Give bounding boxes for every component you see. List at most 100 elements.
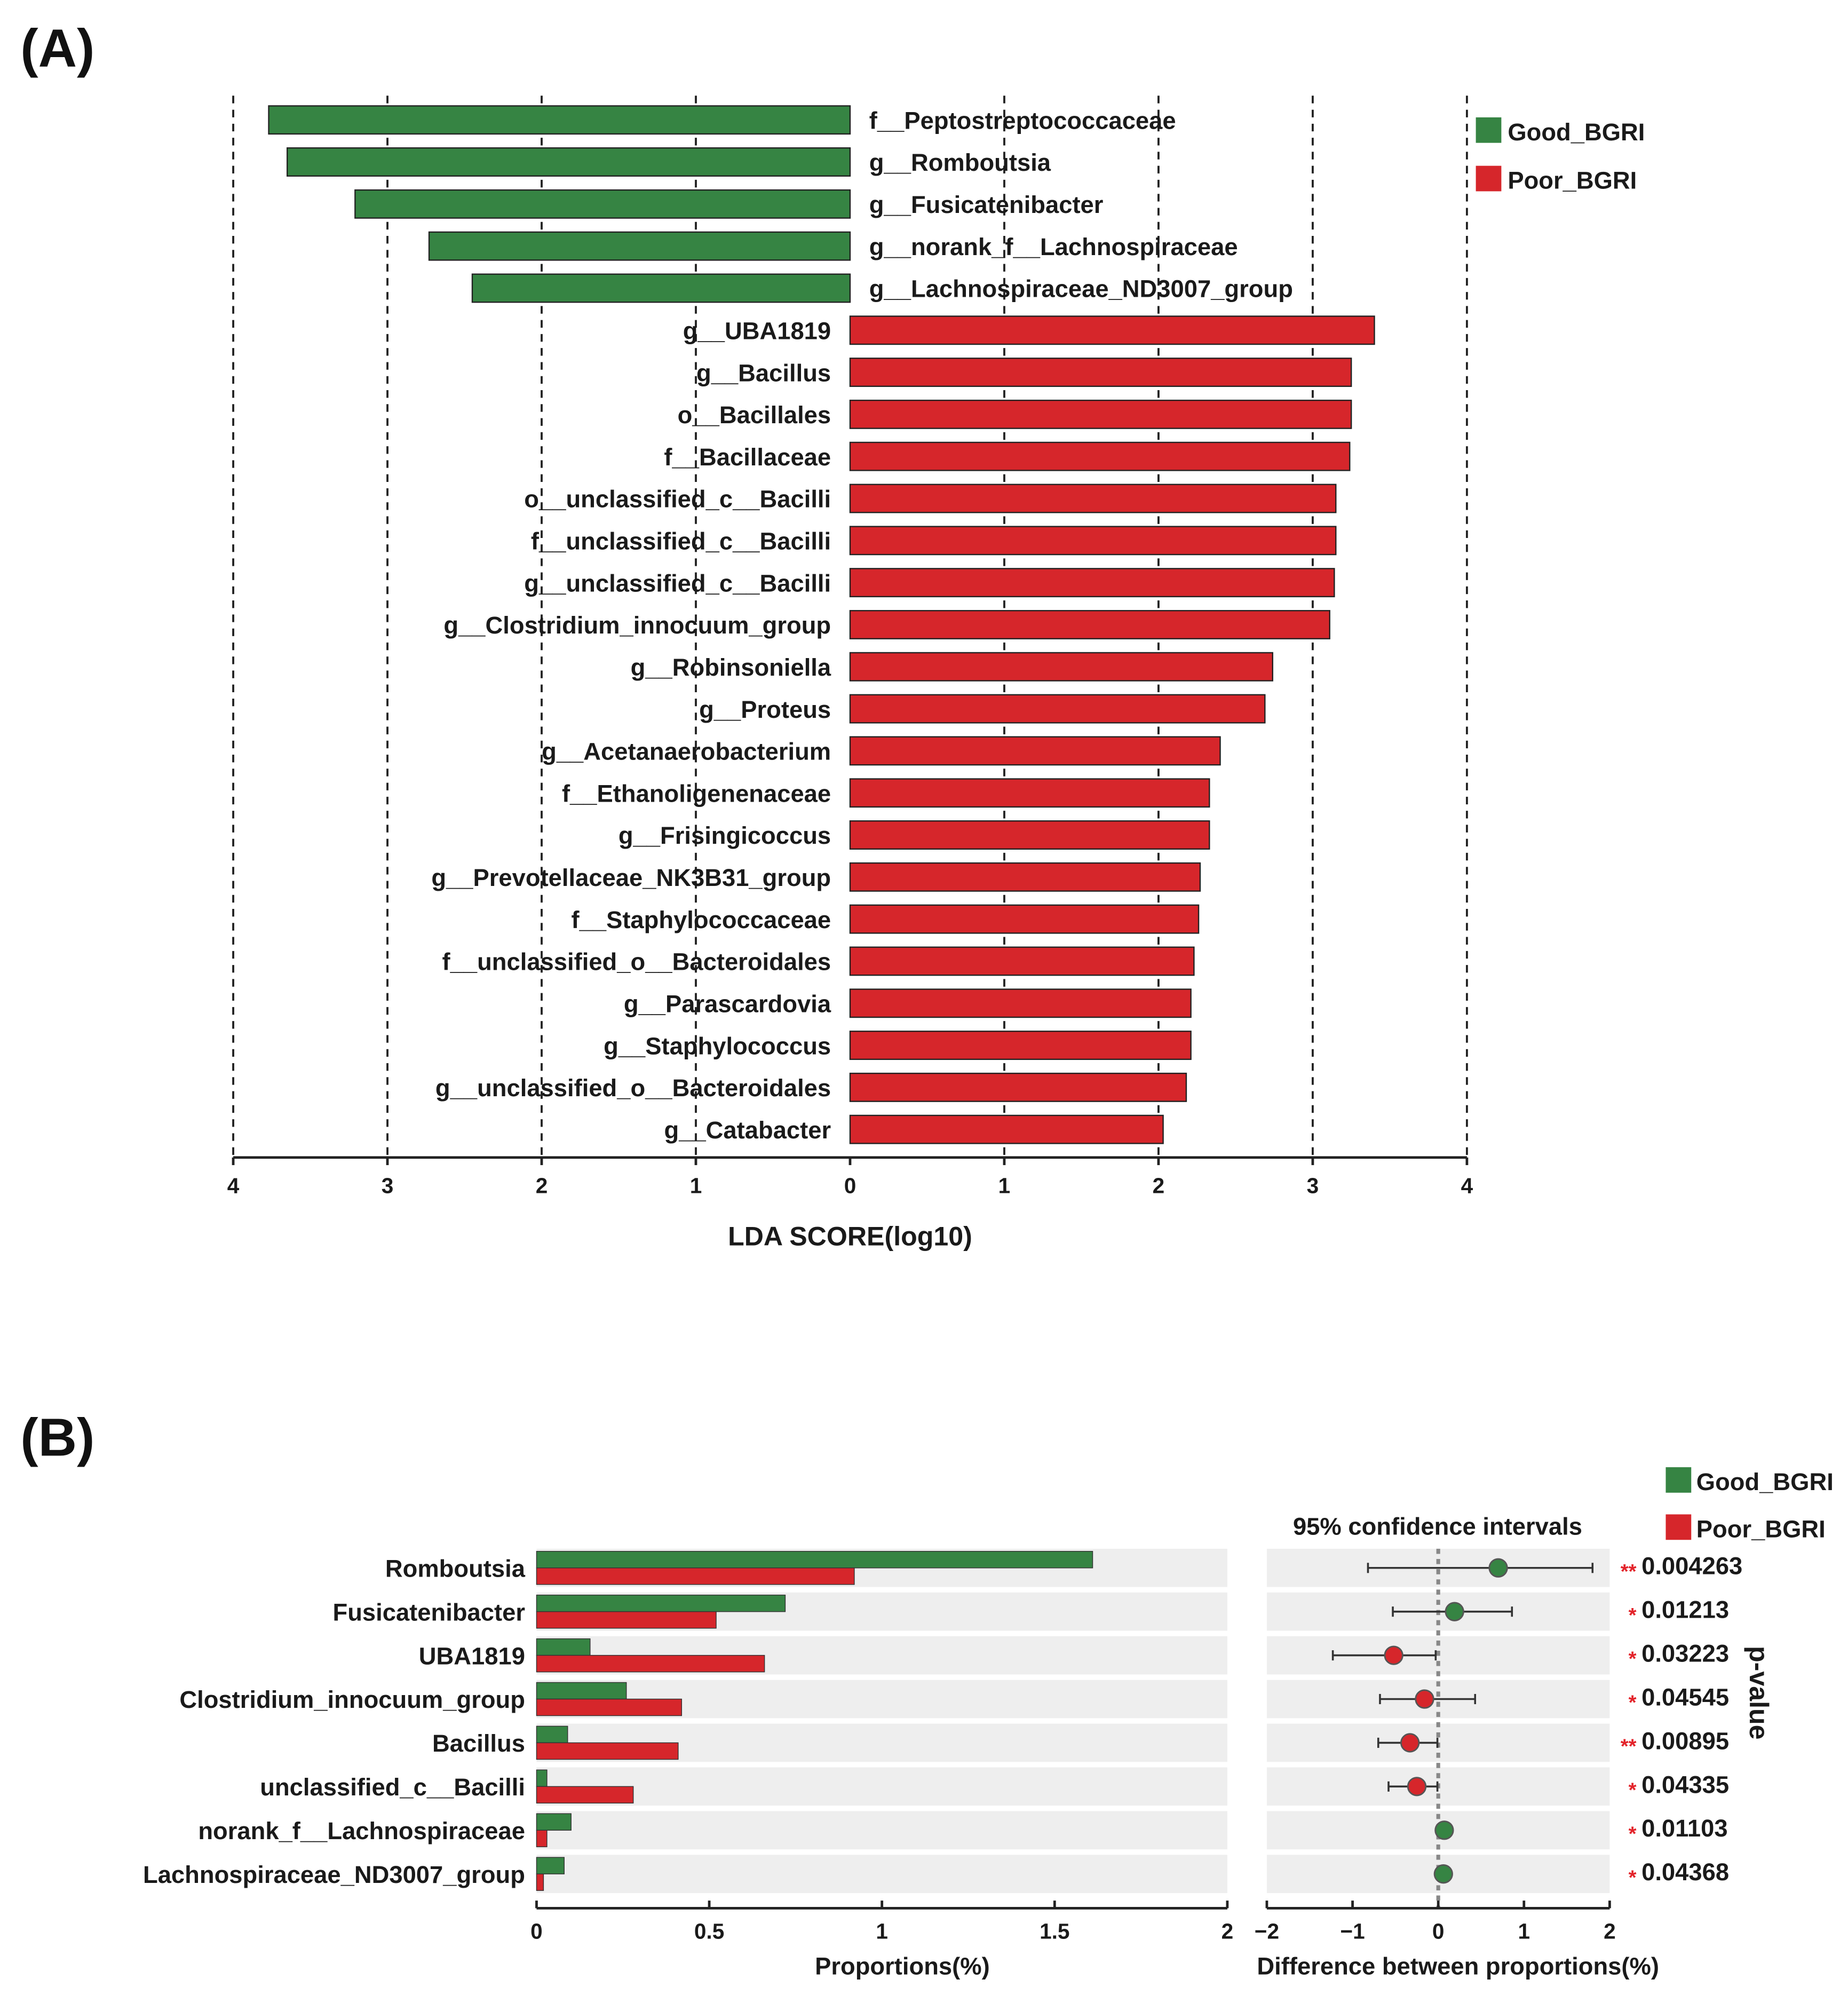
effect-point (1384, 1645, 1403, 1665)
category-label: Fusicatenibacter (332, 1598, 525, 1626)
poor-bar (536, 1654, 765, 1673)
lda-bar (849, 568, 1335, 598)
legend-label-good: Good_BGRI (1696, 1468, 1834, 1495)
proportions-chart: Romboutsia Fusicatenibacter UBA1819 Clostri… (143, 1548, 1234, 1980)
taxon-label: g__Bacillus (696, 359, 831, 386)
lda-bar (849, 988, 1192, 1018)
taxon-label: g__unclassified_o__Bacteroidales (435, 1074, 831, 1102)
x-axis-title: LDA SCORE(log10) (728, 1222, 972, 1252)
effect-point (1407, 1777, 1427, 1796)
effect-point (1488, 1558, 1508, 1578)
lda-bar (849, 1072, 1187, 1102)
lda-bar (849, 358, 1352, 387)
taxon-label: g__UBA1819 (683, 317, 831, 344)
p-value: 0.03223 (1641, 1640, 1729, 1667)
legend-label-poor: Poor_BGRI (1508, 167, 1637, 194)
category-label: Bacillus (432, 1730, 525, 1757)
x-tick-label: 2 (1153, 1174, 1165, 1198)
legend-swatch-poor (1665, 1514, 1692, 1540)
x-tick-label: 4 (1461, 1174, 1473, 1198)
lda-chart: f__Peptostreptococcaceae g__Romboutsia g__… (227, 96, 1645, 1252)
panel-b-label: (B) (20, 1408, 94, 1468)
panel-a-label: (A) (20, 18, 94, 78)
lda-bar (849, 946, 1195, 976)
significance-stars: * (1629, 1604, 1637, 1627)
good-bar (536, 1769, 548, 1787)
taxon-label: f__unclassified_c__Bacilli (531, 528, 831, 555)
category-label: Lachnospiraceae_ND3007_group (143, 1861, 525, 1888)
x-tick-label: 1 (690, 1174, 702, 1198)
significance-stars: ** (1621, 1560, 1637, 1583)
taxon-label: g__unclassified_c__Bacilli (524, 569, 831, 597)
lda-bar (287, 147, 851, 177)
lda-bar (268, 105, 851, 135)
x-tick-label: 2 (536, 1174, 548, 1198)
x-tick-label: 1 (998, 1174, 1011, 1198)
lda-bar (849, 399, 1352, 429)
p-value: 0.00895 (1641, 1727, 1729, 1754)
x-tick-label: 0 (530, 1919, 543, 1944)
p-value: 0.004263 (1641, 1553, 1742, 1580)
lda-bar (849, 609, 1330, 639)
effect-point (1445, 1602, 1464, 1621)
taxon-label: g__Frisingicoccus (618, 822, 831, 849)
ci-title: 95% confidence intervals (1293, 1513, 1582, 1540)
x-tick-label: 1.5 (1040, 1919, 1069, 1944)
x-tick-label: 3 (1307, 1174, 1319, 1198)
x-tick-label: 2 (1222, 1919, 1234, 1944)
taxon-label: g__Clostridium_innocuum_group (443, 612, 831, 639)
legend-label-poor: Poor_BGRI (1696, 1515, 1826, 1542)
p-value: 0.04335 (1641, 1771, 1729, 1798)
lda-bar (849, 694, 1266, 724)
x-axis-title: Difference between proportions(%) (1257, 1953, 1659, 1980)
taxon-label: f__Bacillaceae (664, 444, 831, 471)
category-label: Romboutsia (385, 1555, 526, 1582)
poor-bar (536, 1830, 548, 1848)
taxon-label: g__Lachnospiraceae_ND3007_group (869, 275, 1293, 303)
significance-stars: * (1629, 1648, 1637, 1671)
poor-bar (536, 1873, 544, 1891)
taxon-label: o__Bacillales (678, 401, 831, 429)
x-tick-label: 1 (1518, 1919, 1530, 1944)
good-bar (536, 1638, 591, 1656)
taxon-label: g__Acetanaerobacterium (542, 738, 831, 765)
p-value: 0.01103 (1641, 1815, 1727, 1842)
taxon-label: f__Staphylococcaceae (572, 906, 831, 933)
x-tick-label: −1 (1340, 1919, 1365, 1944)
good-bar (536, 1725, 568, 1744)
y-axis-title: p-value (1744, 1646, 1774, 1740)
row-background (536, 1767, 1227, 1806)
x-tick-label: 0 (844, 1174, 856, 1198)
poor-bar (536, 1786, 634, 1804)
x-tick-label: 2 (1604, 1919, 1616, 1944)
effect-point (1433, 1864, 1453, 1884)
lda-bar (849, 1031, 1192, 1060)
row-background (536, 1811, 1227, 1850)
row-background (536, 1855, 1227, 1894)
x-tick-label: 0.5 (694, 1919, 724, 1944)
p-value: 0.04545 (1641, 1683, 1729, 1711)
lda-bar (849, 441, 1351, 471)
x-tick-label: 1 (876, 1919, 888, 1944)
p-value: 0.04368 (1641, 1858, 1729, 1886)
x-tick-label: 3 (382, 1174, 394, 1198)
confidence-interval-chart: 95% confidence intervals** 0.004263* 0.012… (1255, 1467, 1834, 1980)
poor-bar (536, 1611, 717, 1629)
x-axis-title: Proportions(%) (815, 1953, 990, 1980)
taxon-label: g__Robinsoniella (631, 654, 831, 681)
lda-bar (849, 652, 1273, 682)
x-tick-label: 0 (1432, 1919, 1445, 1944)
taxon-label: g__Prevotellaceae_NK3B31_group (431, 864, 831, 891)
legend-swatch-good (1665, 1467, 1692, 1493)
lda-bar (849, 862, 1201, 892)
taxon-label: g__Parascardovia (624, 990, 831, 1017)
taxon-label: f__Peptostreptococcaceae (869, 107, 1176, 134)
category-label: unclassified_c__Bacilli (260, 1774, 525, 1801)
good-bar (536, 1682, 627, 1700)
taxon-label: g__Romboutsia (869, 149, 1051, 176)
significance-stars: * (1629, 1778, 1637, 1801)
taxon-label: g__norank_f__Lachnospiraceae (869, 233, 1238, 260)
lda-bar (849, 526, 1337, 556)
legend-label-good: Good_BGRI (1508, 118, 1645, 146)
significance-stars: * (1629, 1866, 1637, 1889)
